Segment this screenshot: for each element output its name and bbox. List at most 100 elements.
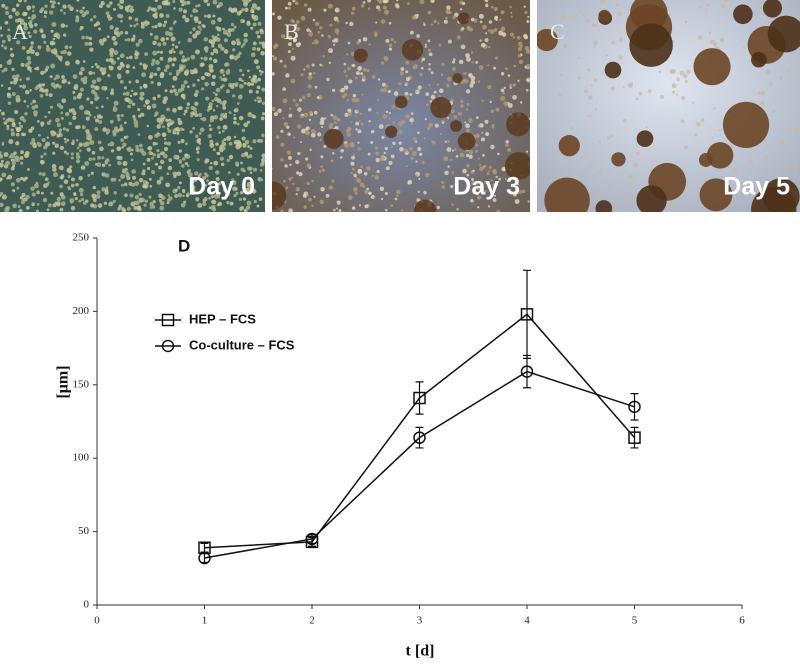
cell bbox=[447, 140, 450, 143]
cell bbox=[183, 112, 186, 116]
cell bbox=[160, 37, 166, 42]
cell bbox=[272, 55, 275, 58]
cell bbox=[255, 30, 260, 35]
cell bbox=[419, 72, 423, 77]
cell bbox=[287, 50, 291, 54]
cell bbox=[261, 70, 264, 74]
cell bbox=[94, 127, 99, 132]
cell bbox=[74, 196, 78, 201]
cell bbox=[154, 162, 158, 166]
cell bbox=[149, 74, 153, 79]
cell bbox=[25, 194, 30, 200]
cell bbox=[407, 2, 410, 6]
cell bbox=[463, 72, 467, 75]
cell bbox=[41, 138, 46, 143]
cell bbox=[242, 19, 246, 23]
cell bbox=[75, 152, 80, 156]
cell bbox=[88, 36, 92, 41]
cell bbox=[45, 93, 49, 97]
cell bbox=[27, 16, 31, 20]
cell bbox=[378, 124, 384, 129]
cell bbox=[186, 102, 191, 106]
cell bbox=[488, 170, 491, 173]
cell bbox=[72, 90, 76, 94]
cell bbox=[44, 88, 49, 93]
cell bbox=[516, 183, 520, 186]
cell bbox=[398, 141, 402, 145]
cell bbox=[246, 155, 250, 159]
cell bbox=[351, 206, 356, 210]
cell bbox=[154, 12, 158, 16]
cell bbox=[308, 31, 313, 37]
cell bbox=[680, 119, 685, 124]
cell bbox=[622, 118, 627, 123]
cell bbox=[168, 31, 174, 37]
cell bbox=[485, 131, 490, 137]
cell bbox=[420, 60, 423, 63]
cell bbox=[204, 158, 210, 163]
cell bbox=[768, 145, 771, 149]
cell bbox=[195, 89, 199, 94]
cell bbox=[238, 77, 242, 82]
spheroid bbox=[452, 73, 463, 84]
cell bbox=[594, 108, 598, 111]
cell bbox=[437, 22, 440, 25]
cell bbox=[468, 118, 473, 123]
cell bbox=[207, 105, 213, 111]
cell bbox=[165, 64, 170, 70]
cell bbox=[43, 40, 47, 44]
cell bbox=[261, 101, 265, 105]
cell bbox=[154, 24, 158, 29]
cell bbox=[443, 19, 448, 24]
cell bbox=[250, 77, 256, 83]
cell bbox=[684, 145, 688, 150]
cell bbox=[757, 91, 761, 95]
cell bbox=[321, 34, 324, 37]
cell bbox=[22, 31, 26, 35]
cell bbox=[118, 204, 123, 208]
cell bbox=[340, 87, 345, 93]
cell bbox=[351, 167, 355, 171]
cell bbox=[494, 182, 499, 187]
cell bbox=[59, 184, 63, 189]
cell bbox=[476, 185, 480, 189]
cell bbox=[55, 54, 59, 58]
cell bbox=[50, 49, 56, 54]
cell bbox=[206, 14, 212, 19]
cell bbox=[287, 1, 292, 6]
cell bbox=[441, 62, 445, 67]
cell bbox=[718, 128, 721, 132]
cell bbox=[61, 75, 65, 79]
cell bbox=[133, 24, 137, 28]
cell bbox=[163, 68, 168, 73]
cell bbox=[194, 113, 199, 117]
cell bbox=[583, 89, 588, 94]
cell bbox=[123, 135, 127, 140]
cell bbox=[638, 91, 643, 96]
cell bbox=[149, 201, 154, 207]
cell bbox=[184, 162, 188, 166]
cell bbox=[63, 150, 67, 154]
cell bbox=[633, 162, 639, 168]
cell bbox=[177, 41, 181, 44]
cell bbox=[192, 8, 198, 14]
cell bbox=[558, 92, 563, 97]
cell bbox=[172, 21, 176, 25]
cell bbox=[151, 103, 157, 109]
cell bbox=[210, 205, 216, 210]
cell bbox=[68, 121, 72, 126]
cell bbox=[483, 190, 487, 193]
cell bbox=[179, 127, 184, 131]
cell bbox=[116, 114, 121, 118]
cell bbox=[70, 205, 76, 211]
cell bbox=[135, 22, 139, 26]
cell bbox=[119, 124, 123, 128]
cell bbox=[484, 180, 489, 185]
cell bbox=[422, 21, 425, 25]
cell bbox=[247, 69, 250, 73]
cell bbox=[128, 80, 132, 84]
cell bbox=[308, 118, 312, 122]
cell bbox=[18, 0, 23, 3]
cell bbox=[85, 116, 90, 121]
cell bbox=[333, 16, 339, 22]
